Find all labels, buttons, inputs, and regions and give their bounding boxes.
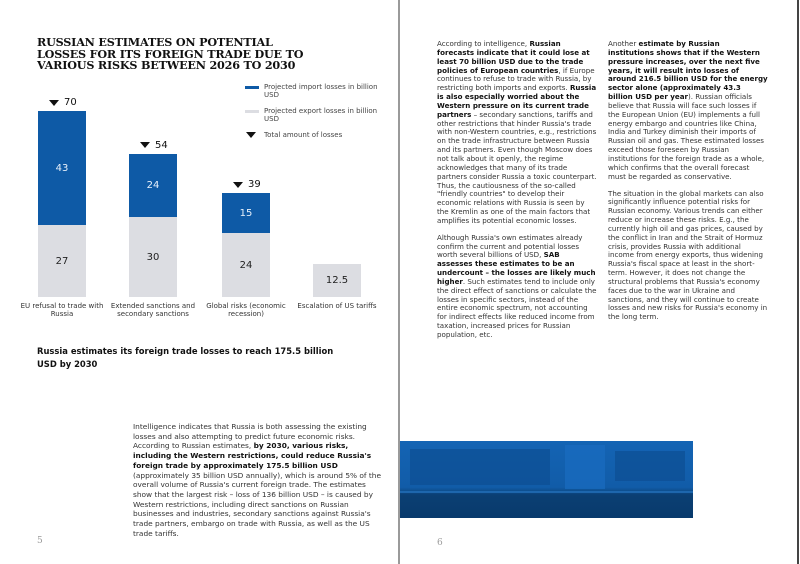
page-edge xyxy=(797,0,799,564)
text-run: Intelligence indicates that Russia is bo… xyxy=(133,422,367,451)
down-triangle-icon xyxy=(49,99,59,106)
bar-import-segment: 24 xyxy=(129,153,177,218)
bold-text: Russia is also especially worried about … xyxy=(437,83,597,119)
total-value: 39 xyxy=(248,179,261,191)
text-run: Although Russia's own estimates already … xyxy=(437,232,583,260)
total-label: 70 xyxy=(49,97,109,108)
total-label: 39 xyxy=(233,179,293,190)
cargo-ship-photo xyxy=(400,441,693,518)
export-value-label: 24 xyxy=(239,259,253,271)
text-run: ). Russian officials believe that Russia… xyxy=(608,92,765,181)
text-run: According to intelligence, xyxy=(437,39,530,48)
bold-text: SAB assesses these estimates to be an un… xyxy=(437,250,596,286)
import-value-label: 24 xyxy=(146,179,160,191)
right-page-column-1: According to intelligence, Russian forec… xyxy=(437,39,597,348)
left-page-text: Intelligence indicates that Russia is bo… xyxy=(133,422,383,546)
legend-swatch xyxy=(245,110,259,113)
text-run: . Such estimates tend to include only th… xyxy=(437,276,597,339)
bold-text: Russian forecasts indicate that it could… xyxy=(437,39,590,75)
page-number-right: 6 xyxy=(437,538,443,548)
bar-import-segment: 43 xyxy=(38,111,86,226)
paragraph: According to intelligence, Russian forec… xyxy=(437,39,597,226)
page-number-left: 5 xyxy=(37,536,43,546)
bar-export-segment: 27 xyxy=(38,225,86,297)
legend-label: Total amount of losses xyxy=(264,131,343,139)
right-page-column-2: Another estimate by Russian institutions… xyxy=(608,39,768,330)
legend-item: Projected import losses in billion USD xyxy=(245,83,380,99)
text-run: Another xyxy=(608,39,639,48)
legend-item: Projected export losses in billion USD xyxy=(245,107,380,123)
category-label: Extended sanctions and secondary sanctio… xyxy=(110,302,196,319)
bar-export-segment: 24 xyxy=(222,233,270,297)
import-value-label: 43 xyxy=(55,162,69,174)
down-triangle-icon xyxy=(140,142,150,148)
text-run: , if Europe continues to refuse to trade… xyxy=(437,65,595,93)
text-run: (approximately 35 billion USD annually),… xyxy=(133,470,382,538)
down-triangle-icon xyxy=(246,132,256,138)
legend-item: Total amount of losses xyxy=(245,131,380,139)
legend-label: Projected import losses in billion USD xyxy=(264,83,378,99)
stacked-bar-chart: 27 43 70 EU refusal to trade with Russia 30 2… xyxy=(0,0,398,340)
total-value: 70 xyxy=(64,97,77,108)
paragraph: Intelligence indicates that Russia is bo… xyxy=(133,422,383,538)
bold-text: estimate by Russian institutions shows t… xyxy=(608,39,768,102)
category-label: Global risks (economic recession) xyxy=(206,302,286,319)
paragraph: The situation in the global markets can … xyxy=(608,188,768,323)
category-label: Escalation of US tariffs xyxy=(297,302,377,310)
bar-export-segment: 30 xyxy=(129,217,177,297)
bold-text: by 2030, various risks, including the We… xyxy=(133,441,372,470)
legend-label: Projected export losses in billion USD xyxy=(264,107,378,123)
legend-swatch xyxy=(245,86,259,89)
export-value-label: 12.5 xyxy=(325,274,349,286)
text-run: – secondary sanctions, tariffs and other… xyxy=(437,109,597,225)
text-run: The situation in the global markets can … xyxy=(608,188,768,322)
export-value-label: 27 xyxy=(55,255,69,267)
import-value-label: 15 xyxy=(239,207,253,219)
section-subheading: Russia estimates its foreign trade losse… xyxy=(37,346,334,369)
page-divider xyxy=(398,0,400,564)
total-label: 54 xyxy=(140,140,200,151)
paragraph: Although Russia's own estimates already … xyxy=(437,232,597,340)
chart-legend: Projected import losses in billion USD Pr… xyxy=(245,83,380,147)
down-triangle-icon xyxy=(233,181,243,188)
chart-title: Russian estimates on potential losses fo… xyxy=(37,35,304,73)
bar-export-segment: 12.5 xyxy=(313,263,361,297)
export-value-label: 30 xyxy=(146,251,160,263)
bar-import-segment: 15 xyxy=(222,193,270,234)
category-label: EU refusal to trade with Russia xyxy=(20,302,104,319)
paragraph: Another estimate by Russian institutions… xyxy=(608,39,768,182)
total-value: 54 xyxy=(155,139,168,151)
